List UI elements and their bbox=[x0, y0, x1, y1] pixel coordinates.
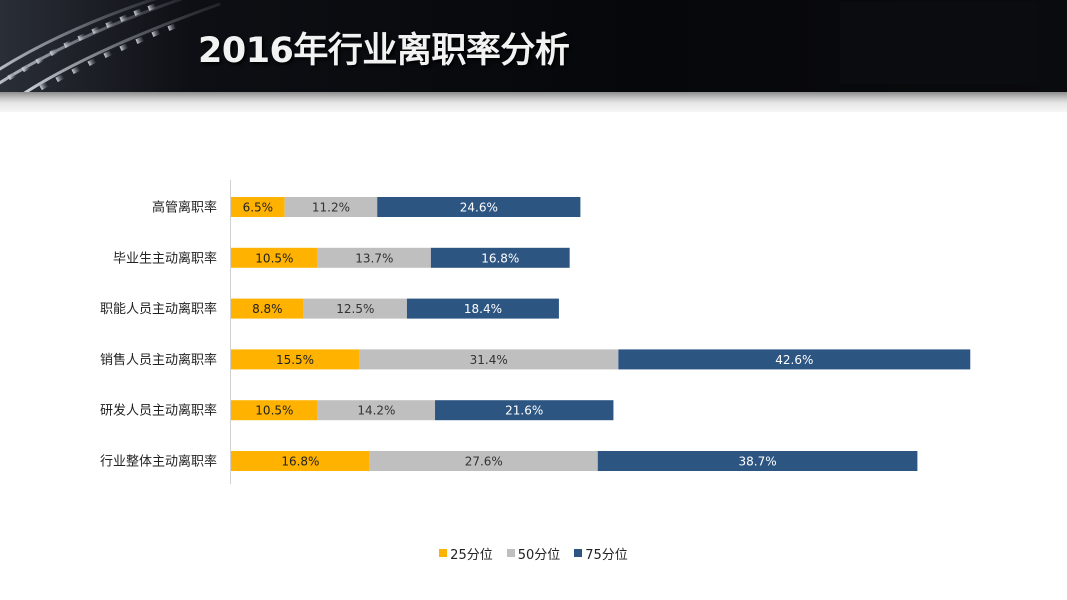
chart-legend: 25分位 50分位 75分位 bbox=[0, 544, 1067, 563]
category-label: 职能人员主动离职率 bbox=[100, 301, 217, 317]
category-labels: 高管离职率毕业生主动离职率职能人员主动离职率销售人员主动离职率研发人员主动离职率… bbox=[100, 200, 217, 470]
data-label: 11.2% bbox=[312, 201, 350, 215]
bar-segment-p25 bbox=[231, 400, 318, 421]
data-label: 42.6% bbox=[775, 353, 813, 367]
bar-segment-p75 bbox=[430, 247, 570, 268]
bar-segment-p75 bbox=[377, 197, 581, 217]
category-label: 毕业生主动离职率 bbox=[113, 250, 217, 266]
bar-segment-p25 bbox=[231, 451, 370, 471]
page-title: 2016年行业离职率分析 bbox=[198, 31, 570, 71]
gear-decoration-icon bbox=[0, 0, 221, 92]
bar-segment-p75 bbox=[597, 451, 918, 471]
category-label: 高管离职率 bbox=[152, 200, 217, 216]
data-label: 8.8% bbox=[252, 302, 283, 316]
data-label: 38.7% bbox=[739, 455, 777, 469]
legend-item-p25: 25分位 bbox=[439, 544, 493, 563]
legend-swatch-p25 bbox=[439, 549, 448, 557]
header-divider bbox=[0, 92, 1067, 112]
bar-segment-p50 bbox=[369, 451, 598, 471]
bar-segment-p75 bbox=[435, 400, 614, 421]
bar-segment-p25 bbox=[231, 247, 318, 268]
data-label: 16.8% bbox=[281, 455, 319, 469]
legend-label-p75: 75分位 bbox=[585, 547, 628, 563]
legend-swatch-p75 bbox=[574, 549, 583, 557]
title-banner: 2016年行业离职率分析 bbox=[0, 0, 1067, 92]
bar-segment-p50 bbox=[317, 247, 431, 268]
category-label: 研发人员主动离职率 bbox=[100, 403, 217, 419]
bar-segment-p50 bbox=[284, 197, 378, 217]
legend-label-p50: 50分位 bbox=[517, 547, 561, 563]
data-label: 6.5% bbox=[243, 201, 274, 215]
stacked-bar-chart: 高管离职率毕业生主动离职率职能人员主动离职率销售人员主动离职率研发人员主动离职率… bbox=[100, 180, 971, 484]
data-label: 12.5% bbox=[336, 302, 374, 316]
legend-item-p75: 75分位 bbox=[574, 544, 628, 563]
bar-segment-p50 bbox=[317, 400, 436, 421]
data-label: 13.7% bbox=[355, 251, 393, 265]
bar-segment-p25 bbox=[231, 349, 360, 370]
data-label: 27.6% bbox=[465, 455, 503, 469]
data-labels: 6.5% 11.2% 24.6% 10.5% 13.7% 16.8% 8.8% 12.5% 18… bbox=[243, 201, 814, 469]
bar-segments bbox=[231, 197, 971, 471]
bar-segment-p25 bbox=[231, 197, 285, 217]
category-label: 销售人员主动离职率 bbox=[100, 352, 217, 368]
bar-segment-p75 bbox=[618, 349, 971, 370]
data-label: 21.6% bbox=[505, 404, 543, 418]
legend-item-p50: 50分位 bbox=[506, 544, 561, 563]
legend-swatch-p50 bbox=[506, 549, 515, 557]
data-label: 16.8% bbox=[481, 251, 519, 265]
data-label: 24.6% bbox=[460, 201, 498, 215]
data-label: 14.2% bbox=[357, 404, 395, 418]
header-dark-panel bbox=[840, 2, 1037, 84]
bar-segment-p75 bbox=[406, 298, 559, 319]
data-label: 10.5% bbox=[255, 404, 293, 418]
legend-label-p25: 25分位 bbox=[450, 547, 493, 563]
category-label: 行业整体主动离职率 bbox=[100, 454, 217, 470]
data-label: 18.4% bbox=[464, 302, 502, 316]
data-label: 10.5% bbox=[255, 251, 293, 265]
data-label: 31.4% bbox=[470, 353, 508, 367]
bar-segment-p25 bbox=[231, 298, 304, 319]
bar-segment-p50 bbox=[359, 349, 619, 370]
data-label: 15.5% bbox=[276, 353, 314, 367]
bar-segment-p50 bbox=[303, 298, 407, 319]
